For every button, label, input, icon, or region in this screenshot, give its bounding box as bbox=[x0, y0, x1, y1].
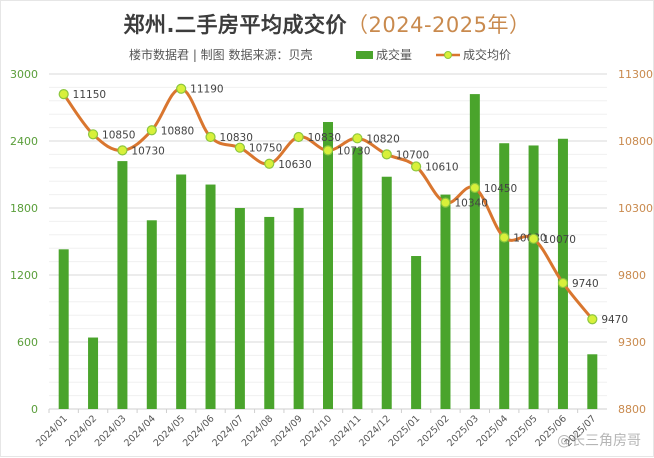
x-axis-label: 2024/08 bbox=[240, 413, 276, 449]
chart-legend: 成交量 成交均价 bbox=[356, 46, 511, 63]
x-axis-label: 2025/02 bbox=[416, 413, 452, 449]
left-axis-tick: 2400 bbox=[10, 135, 38, 148]
price-marker bbox=[499, 232, 510, 243]
x-axis-label: 2025/04 bbox=[475, 413, 511, 449]
price-marker bbox=[264, 158, 275, 169]
price-marker bbox=[440, 197, 451, 208]
price-marker bbox=[117, 145, 128, 156]
price-data-label: 10730 bbox=[337, 145, 370, 157]
price-data-label: 10820 bbox=[366, 133, 399, 145]
volume-bar bbox=[323, 122, 333, 410]
price-marker bbox=[587, 314, 598, 325]
legend-price-label: 成交均价 bbox=[463, 48, 512, 62]
price-marker bbox=[469, 182, 480, 193]
volume-bar bbox=[176, 174, 187, 409]
watermark: @长三角房哥 bbox=[557, 433, 641, 449]
price-marker bbox=[322, 145, 334, 156]
price-marker bbox=[234, 142, 245, 153]
x-axis-label: 2024/12 bbox=[357, 413, 393, 449]
price-marker bbox=[528, 233, 539, 244]
volume-bar bbox=[293, 208, 304, 409]
x-axis-label: 2024/09 bbox=[269, 413, 305, 449]
volume-bar bbox=[352, 147, 363, 409]
legend-volume-label: 成交量 bbox=[376, 48, 413, 62]
price-marker bbox=[58, 88, 69, 100]
x-axis-label: 2025/01 bbox=[387, 413, 423, 449]
legend-item-price: 成交均价 bbox=[436, 46, 511, 63]
x-axis-label: 2024/11 bbox=[328, 413, 364, 449]
price-data-label: 10830 bbox=[308, 132, 341, 144]
x-axis-label: 2024/01 bbox=[34, 413, 70, 449]
right-axis-tick: 9800 bbox=[618, 269, 646, 282]
price-marker bbox=[205, 131, 216, 143]
price-data-label: 10070 bbox=[543, 234, 576, 246]
volume-bar bbox=[58, 249, 69, 409]
title-years: （2024-2025年） bbox=[347, 13, 531, 37]
volume-bar bbox=[469, 94, 480, 409]
price-data-label: 10830 bbox=[220, 132, 253, 144]
line-marker-swatch-icon bbox=[436, 50, 461, 59]
price-data-label: 10850 bbox=[102, 129, 135, 141]
price-marker bbox=[381, 149, 392, 160]
right-axis-tick: 8800 bbox=[618, 403, 646, 416]
right-axis-tick: 10300 bbox=[618, 202, 653, 215]
price-data-label: 10630 bbox=[278, 159, 311, 171]
left-axis-tick: 1200 bbox=[10, 269, 38, 282]
x-axis-label: 2024/06 bbox=[181, 413, 217, 449]
left-axis-tick: 3000 bbox=[10, 68, 38, 81]
price-data-label: 10730 bbox=[131, 145, 164, 157]
volume-bar bbox=[205, 184, 216, 409]
volume-bar bbox=[88, 337, 99, 409]
legend-item-volume: 成交量 bbox=[356, 46, 412, 63]
price-marker bbox=[411, 161, 422, 172]
chart-title: 郑州.二手房平均成交价（2024-2025年） bbox=[1, 9, 653, 39]
x-axis-label: 2024/02 bbox=[63, 413, 99, 449]
price-data-label: 11190 bbox=[190, 84, 223, 96]
price-data-label: 10450 bbox=[484, 183, 517, 195]
volume-bar bbox=[117, 161, 128, 409]
price-data-label: 9470 bbox=[601, 314, 628, 326]
right-axis-tick: 11300 bbox=[618, 68, 653, 81]
volume-bar bbox=[264, 216, 275, 409]
right-axis-tick: 10800 bbox=[618, 135, 653, 148]
price-marker bbox=[352, 133, 363, 144]
volume-bar bbox=[411, 256, 422, 409]
price-data-label: 10610 bbox=[425, 161, 458, 173]
left-axis-tick: 1800 bbox=[10, 202, 38, 215]
title-main: 郑州.二手房平均成交价 bbox=[123, 13, 347, 37]
price-data-label: 11150 bbox=[73, 89, 106, 101]
price-data-label: 10700 bbox=[396, 149, 429, 161]
price-marker bbox=[176, 83, 187, 94]
volume-bar bbox=[528, 145, 539, 409]
x-axis-label: 2025/05 bbox=[504, 413, 540, 449]
volume-bar bbox=[499, 143, 510, 409]
x-axis-label: 2025/03 bbox=[445, 413, 481, 449]
right-axis-tick: 9300 bbox=[618, 336, 646, 349]
x-axis-label: 2024/03 bbox=[93, 413, 129, 449]
price-data-label: 10340 bbox=[454, 198, 487, 210]
volume-bar bbox=[440, 194, 451, 409]
x-axis-label: 2024/10 bbox=[298, 413, 334, 449]
price-marker bbox=[293, 131, 304, 143]
volume-bar bbox=[234, 208, 245, 409]
volume-bar bbox=[146, 220, 157, 409]
volume-bar bbox=[557, 138, 568, 409]
price-data-label: 9740 bbox=[572, 278, 599, 290]
x-axis-label: 2024/05 bbox=[152, 413, 188, 449]
price-marker bbox=[557, 277, 569, 289]
price-data-label: 10750 bbox=[249, 143, 282, 155]
price-data-label: 10880 bbox=[161, 125, 194, 137]
price-marker bbox=[87, 129, 99, 140]
volume-bar bbox=[587, 354, 598, 409]
bar-swatch-icon bbox=[356, 50, 373, 59]
x-axis-label: 2024/07 bbox=[210, 413, 246, 449]
price-marker bbox=[146, 125, 157, 136]
chart-subtitle: 楼市数据君 | 制图 数据来源：贝壳 bbox=[129, 48, 313, 62]
x-axis-label: 2024/04 bbox=[122, 413, 158, 449]
left-axis-tick: 0 bbox=[31, 403, 38, 416]
volume-bar bbox=[381, 176, 392, 409]
left-axis-tick: 600 bbox=[17, 336, 38, 349]
